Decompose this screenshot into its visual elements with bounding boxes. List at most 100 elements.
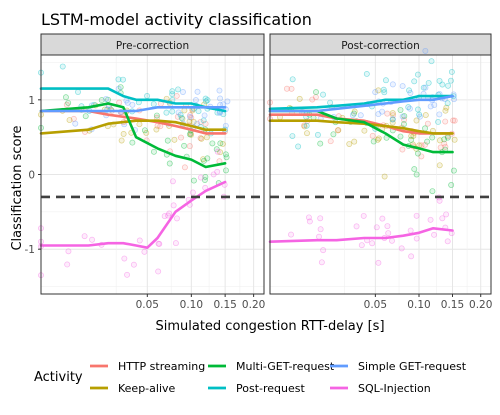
y-tick-label: 1 bbox=[28, 95, 35, 107]
legend: Activity HTTP streaming Keep-alive Multi-G… bbox=[34, 360, 467, 395]
data-point bbox=[216, 87, 223, 94]
data-point bbox=[435, 119, 442, 125]
legend-label: Keep-alive bbox=[118, 382, 176, 395]
data-point bbox=[405, 104, 412, 111]
data-point bbox=[413, 235, 420, 242]
data-point bbox=[431, 102, 438, 108]
data-point bbox=[59, 63, 66, 70]
data-point bbox=[89, 236, 95, 243]
data-point bbox=[288, 85, 295, 92]
data-point bbox=[444, 100, 451, 107]
trend-lines bbox=[268, 94, 454, 243]
data-point bbox=[385, 230, 392, 237]
y-tick-label: 0 bbox=[28, 170, 35, 182]
data-point bbox=[427, 103, 434, 110]
data-point bbox=[197, 135, 204, 142]
data-point bbox=[178, 114, 185, 121]
facet-label: Post-correction bbox=[341, 40, 420, 52]
data-point bbox=[155, 268, 162, 275]
data-point bbox=[203, 134, 210, 141]
trend-line-post-request bbox=[39, 87, 227, 113]
data-point bbox=[103, 95, 110, 102]
data-point bbox=[201, 177, 208, 183]
x-tick-label: 0.10 bbox=[180, 299, 203, 311]
data-point bbox=[436, 77, 443, 84]
data-point bbox=[436, 197, 443, 204]
data-point bbox=[320, 247, 327, 254]
y-tick-label: -1 bbox=[25, 244, 35, 256]
data-point bbox=[397, 107, 404, 113]
data-point bbox=[408, 136, 415, 143]
data-point bbox=[153, 126, 160, 133]
trend-line-keep-alive bbox=[268, 119, 454, 135]
panels: Pre-correction Post-correction bbox=[38, 33, 492, 295]
x-tick-label: 0.05 bbox=[364, 299, 387, 311]
data-point bbox=[389, 116, 396, 123]
data-point bbox=[351, 110, 357, 117]
data-point bbox=[408, 253, 415, 260]
data-point bbox=[165, 212, 172, 219]
data-point bbox=[353, 223, 360, 230]
y-axis-title: Classification score bbox=[10, 125, 25, 250]
data-point bbox=[289, 76, 296, 83]
data-point bbox=[117, 84, 124, 91]
legend-label: Multi-GET-request bbox=[236, 360, 335, 373]
data-point bbox=[417, 113, 423, 120]
x-tick-label: 0.05 bbox=[136, 299, 159, 311]
data-point bbox=[201, 157, 207, 164]
data-point bbox=[442, 118, 449, 125]
data-point bbox=[121, 255, 128, 262]
data-point bbox=[210, 171, 217, 178]
data-point bbox=[425, 79, 432, 86]
data-point bbox=[312, 94, 319, 101]
legend-item: Keep-alive bbox=[90, 382, 176, 395]
data-point bbox=[198, 135, 205, 142]
data-point bbox=[188, 131, 194, 138]
data-point bbox=[407, 227, 414, 234]
data-point bbox=[357, 112, 364, 119]
data-point bbox=[411, 166, 418, 173]
data-point bbox=[62, 94, 69, 101]
data-point bbox=[283, 85, 290, 92]
data-point bbox=[223, 167, 229, 174]
data-point bbox=[418, 153, 425, 160]
data-point bbox=[197, 118, 204, 125]
data-point bbox=[136, 121, 143, 128]
data-point bbox=[373, 224, 380, 231]
y-axis: -1 0 1 bbox=[25, 95, 41, 256]
data-point bbox=[429, 188, 436, 195]
data-point bbox=[169, 88, 176, 95]
data-point bbox=[143, 130, 150, 136]
data-point bbox=[317, 215, 324, 222]
data-point bbox=[209, 140, 216, 147]
data-point bbox=[166, 210, 173, 217]
data-point bbox=[217, 149, 224, 156]
data-point bbox=[204, 97, 211, 103]
data-point bbox=[187, 112, 194, 119]
data-point bbox=[398, 245, 405, 252]
data-point bbox=[428, 58, 435, 65]
data-point bbox=[448, 69, 455, 75]
data-point bbox=[180, 89, 186, 95]
data-point bbox=[63, 101, 70, 108]
data-point bbox=[407, 90, 414, 96]
data-point bbox=[129, 139, 136, 146]
data-point bbox=[214, 148, 221, 155]
data-point bbox=[327, 99, 334, 106]
data-point bbox=[172, 240, 179, 247]
trend-line-post-request bbox=[268, 94, 454, 111]
data-point bbox=[422, 112, 429, 119]
data-point bbox=[375, 87, 382, 94]
data-point bbox=[200, 117, 207, 124]
data-point bbox=[422, 141, 428, 148]
legend-label: Simple GET-request bbox=[358, 360, 467, 373]
data-point bbox=[190, 118, 197, 125]
data-point bbox=[120, 76, 126, 83]
data-point bbox=[413, 171, 420, 178]
data-point bbox=[450, 167, 457, 174]
data-point bbox=[444, 134, 451, 141]
data-point bbox=[173, 93, 180, 99]
data-point bbox=[374, 136, 381, 143]
data-point bbox=[442, 107, 449, 114]
data-point bbox=[436, 162, 443, 169]
